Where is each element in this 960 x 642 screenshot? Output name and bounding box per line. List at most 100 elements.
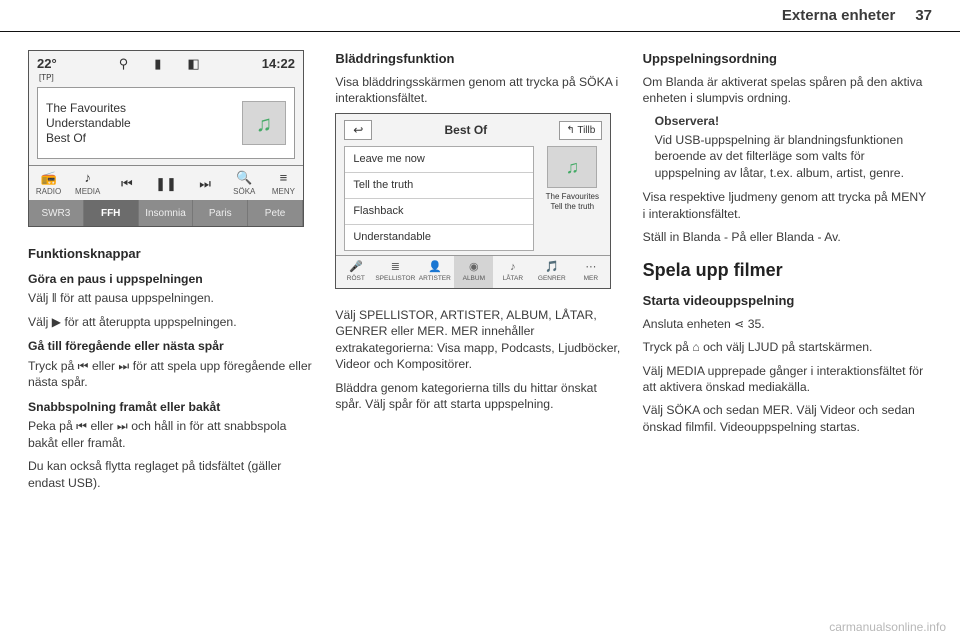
media-label: MEDIA (75, 187, 100, 198)
text-snabb: Peka på ⏮ eller ⏭ och håll in för att sn… (28, 418, 317, 451)
infotainment-screenshot-1: 22° [TP] ⚲ ▮ ◧ 14:22 The Favourites Unde… (28, 50, 304, 227)
cat-label: SPELLISTOR (375, 275, 415, 284)
cat-label: LÅTAR (503, 275, 523, 284)
phone-icon: ▮ (154, 55, 161, 83)
text-meny: Visa respektive ljudmeny genom att tryck… (643, 189, 932, 222)
side-track: Tell the truth (542, 202, 602, 211)
section-title: Externa enheter (782, 7, 895, 24)
text-soka-mer: Välj SÖKA och sedan MER. Välj Videor och… (643, 402, 932, 435)
search-icon: 🔍 (236, 169, 252, 187)
cat-rost[interactable]: 🎤RÖST (336, 256, 375, 288)
side-artist: The Favourites (542, 192, 602, 201)
cat-album[interactable]: ◉ALBUM (454, 256, 493, 288)
genre-icon: 🎵 (545, 260, 559, 275)
tillb-button[interactable]: ↰ Tillb (559, 121, 602, 141)
cat-mer[interactable]: ⋯MER (571, 256, 610, 288)
text-ordning: Om Blanda är aktiverat spelas spåren på … (643, 74, 932, 107)
text-tryck: Tryck på ⌂ och välj LJUD på startskärmen… (643, 339, 932, 355)
cat-genrer[interactable]: 🎵GENRER (532, 256, 571, 288)
top-icon-row: ⚲ ▮ ◧ (119, 55, 200, 83)
artist-icon: 👤 (428, 260, 442, 275)
album-art-icon: ♫ (547, 146, 597, 188)
heading-funktionsknappar: Funktionsknappar (28, 245, 317, 263)
track-artist: Understandable (46, 116, 131, 131)
heading-filmer: Spela upp filmer (643, 258, 932, 282)
more-icon: ⋯ (585, 260, 596, 275)
text-spar: Tryck på ⏮ eller ⏭ för att spela upp för… (28, 358, 317, 391)
album-art-icon: ♫ (242, 101, 286, 145)
category-row: 🎤RÖST ≣SPELLISTOR 👤ARTISTER ◉ALBUM ♪LÅTA… (336, 255, 610, 288)
temperature: 22° (37, 56, 57, 71)
cat-label: ALBUM (463, 275, 485, 284)
menu-icon: ≡ (280, 169, 288, 187)
search-label: SÖKA (233, 187, 255, 198)
signal-icon: ◧ (187, 55, 199, 83)
list-item[interactable]: Flashback (345, 199, 533, 225)
playlist-icon: ≣ (391, 260, 400, 275)
heading-snabb: Snabbspolning framåt eller bakåt (28, 399, 317, 415)
cat-label: RÖST (347, 275, 365, 284)
voice-icon: 🎤 (349, 260, 363, 275)
text-valj-kategorier: Välj SPELLISTOR, ARTISTER, ALBUM, LÅTAR,… (335, 307, 624, 373)
side-now-playing: ♫ The Favourites Tell the truth (542, 146, 602, 250)
column-3: Uppspelningsordning Om Blanda är aktiver… (643, 50, 932, 498)
heading-paus: Göra en paus i uppspelningen (28, 271, 317, 287)
text-bladdring: Visa bläddringsskärmen genom att trycka … (335, 74, 624, 107)
text-paus: Välj ‖ för att pausa uppspelningen. (28, 290, 317, 306)
tp-indicator: [TP] (39, 73, 57, 84)
browse-album-title: Best Of (445, 122, 488, 138)
text-media: Välj MEDIA upprepade gånger i interaktio… (643, 363, 932, 396)
cat-label: GENRER (538, 275, 566, 284)
station-preset-row: SWR3 FFH Insomnia Paris Pete (29, 200, 303, 226)
pause-button[interactable]: ❚❚ (146, 166, 185, 200)
clock: 14:22 (262, 55, 295, 83)
media-icon: ♪ (84, 169, 91, 187)
heading-spar: Gå till föregående eller nästa spår (28, 338, 317, 354)
media-button[interactable]: ♪MEDIA (68, 166, 107, 200)
station-preset[interactable]: FFH (84, 200, 139, 226)
now-playing-field: The Favourites Understandable Best Of ♫ (37, 87, 295, 159)
back-button[interactable]: ↩ (344, 120, 372, 140)
text-stall: Ställ in Blanda - På eller Blanda - Av. (643, 229, 932, 245)
content-columns: 22° [TP] ⚲ ▮ ◧ 14:22 The Favourites Unde… (0, 32, 960, 498)
cat-latar[interactable]: ♪LÅTAR (493, 256, 532, 288)
list-item[interactable]: Leave me now (345, 147, 533, 173)
station-preset[interactable]: Paris (193, 200, 248, 226)
track-list: Leave me now Tell the truth Flashback Un… (344, 146, 534, 250)
cat-artister[interactable]: 👤ARTISTER (415, 256, 454, 288)
page-header: Externa enheter 37 (0, 0, 960, 32)
note-body: Vid USB-uppspelning är blandningsfunktio… (655, 132, 932, 181)
heading-ordning: Uppspelningsordning (643, 50, 932, 68)
heading-bladdring: Bläddringsfunktion (335, 50, 624, 68)
station-preset[interactable]: SWR3 (29, 200, 84, 226)
column-2: Bläddringsfunktion Visa bläddringsskärme… (335, 50, 624, 498)
text-anslut: Ansluta enheten ⋖ 35. (643, 316, 932, 332)
text-ateruppta: Välj ▶ för att återuppta uppspelningen. (28, 314, 317, 330)
text-reglage: Du kan också flytta reglaget på tidsfält… (28, 458, 317, 491)
nav-icon: ⚲ (119, 55, 129, 83)
track-album: Best Of (46, 131, 131, 146)
cat-label: ARTISTER (419, 275, 451, 284)
search-button[interactable]: 🔍SÖKA (225, 166, 264, 200)
prev-button[interactable]: ⏮ (107, 166, 146, 200)
cat-spellistor[interactable]: ≣SPELLISTOR (375, 256, 415, 288)
pause-icon: ❚❚ (155, 175, 177, 193)
station-preset[interactable]: Insomnia (139, 200, 194, 226)
album-icon: ◉ (469, 260, 479, 275)
list-item[interactable]: Understandable (345, 225, 533, 250)
radio-button[interactable]: 📻RADIO (29, 166, 68, 200)
station-preset[interactable]: Pete (248, 200, 303, 226)
next-button[interactable]: ⏭ (186, 166, 225, 200)
control-row: 📻RADIO ♪MEDIA ⏮ ❚❚ ⏭ 🔍SÖKA ≡MENY (29, 165, 303, 200)
note-block: Observera! Vid USB-uppspelning är blandn… (655, 113, 932, 181)
menu-button[interactable]: ≡MENY (264, 166, 303, 200)
list-item[interactable]: Tell the truth (345, 173, 533, 199)
prev-icon: ⏮ (121, 175, 133, 193)
heading-video: Starta videouppspelning (643, 292, 932, 310)
note-heading: Observera! (655, 113, 932, 129)
column-1: 22° [TP] ⚲ ▮ ◧ 14:22 The Favourites Unde… (28, 50, 317, 498)
songs-icon: ♪ (510, 260, 516, 275)
infotainment-screenshot-2: ↩ Best Of ↰ Tillb Leave me now Tell the … (335, 113, 611, 288)
cat-label: MER (584, 275, 598, 284)
text-bladdra-kategorier: Bläddra genom kategorierna tills du hitt… (335, 380, 624, 413)
